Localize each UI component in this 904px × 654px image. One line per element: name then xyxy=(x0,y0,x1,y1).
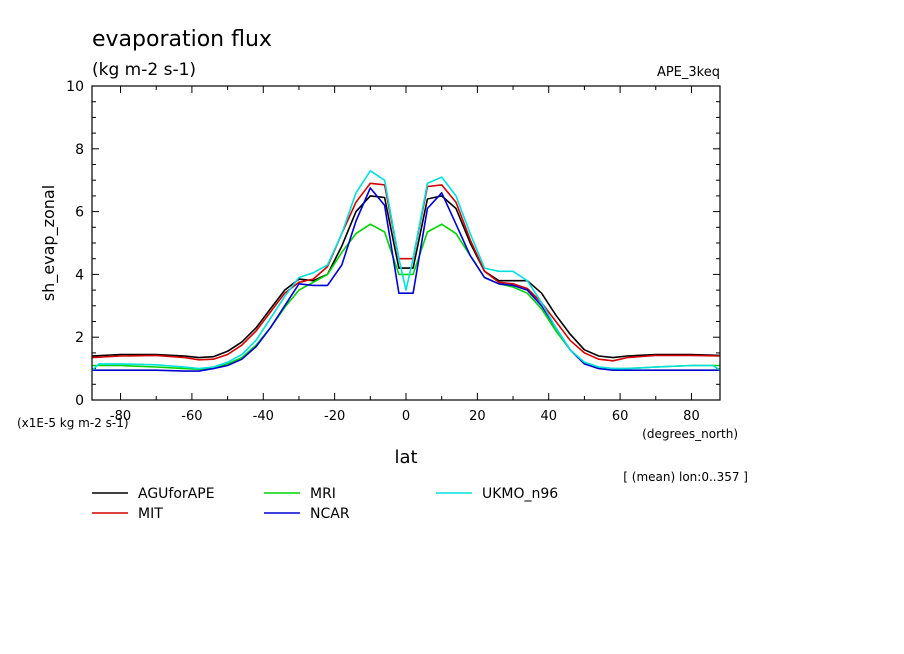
x-axis-label: lat xyxy=(394,447,417,468)
x-tick-label: 80 xyxy=(683,409,700,424)
x-tick-label: -20 xyxy=(324,409,345,424)
series-line-ukmo_n96 xyxy=(91,170,721,371)
legend-label: AGUforAPE xyxy=(138,486,215,502)
x-tick-label: -40 xyxy=(253,409,274,424)
plot-frame xyxy=(91,85,721,401)
y-tick-label: 2 xyxy=(75,330,84,346)
x-tick-label: -80 xyxy=(110,409,131,424)
x-axis-units: (degrees_north) xyxy=(642,427,738,441)
series-lines xyxy=(91,170,721,372)
series-line-mit xyxy=(91,182,721,362)
legend: AGUforAPE MIT MRI NCAR UKMO_n96 xyxy=(92,486,558,522)
legend-label: MIT xyxy=(138,506,163,522)
x-tick-label: 60 xyxy=(612,409,629,424)
x-tick-label: 20 xyxy=(469,409,486,424)
tick-labels: -80 -60 -40 -20 0 20 40 60 80 0 2 4 6 8 10 xyxy=(66,79,700,424)
x-tick-label: -60 xyxy=(181,409,202,424)
mean-note: [ (mean) lon:0..357 ] xyxy=(623,470,748,484)
chart-title: evaporation flux xyxy=(92,27,272,52)
y-axis-label: sh_evap_zonal xyxy=(39,185,59,301)
x-tick-label: 0 xyxy=(402,409,410,424)
y-tick-label: 4 xyxy=(75,267,84,283)
axis-ticks xyxy=(92,85,720,401)
chart-units: (kg m-2 s-1) xyxy=(92,60,196,80)
y-tick-label: 10 xyxy=(66,79,84,95)
y-tick-label: 0 xyxy=(75,393,84,409)
y-tick-label: 8 xyxy=(75,142,84,158)
legend-label: NCAR xyxy=(310,506,350,522)
series-line-mri xyxy=(92,223,720,371)
series-line-aguforape xyxy=(91,195,721,359)
y-tick-label: 6 xyxy=(75,205,84,221)
legend-label: MRI xyxy=(310,486,336,502)
legend-label: UKMO_n96 xyxy=(482,486,558,502)
x-tick-label: 40 xyxy=(540,409,557,424)
series-line-ncar xyxy=(92,187,720,372)
y-scale-note: (x1E-5 kg m-2 s-1) xyxy=(17,416,129,430)
run-label: APE_3keq xyxy=(657,65,720,80)
